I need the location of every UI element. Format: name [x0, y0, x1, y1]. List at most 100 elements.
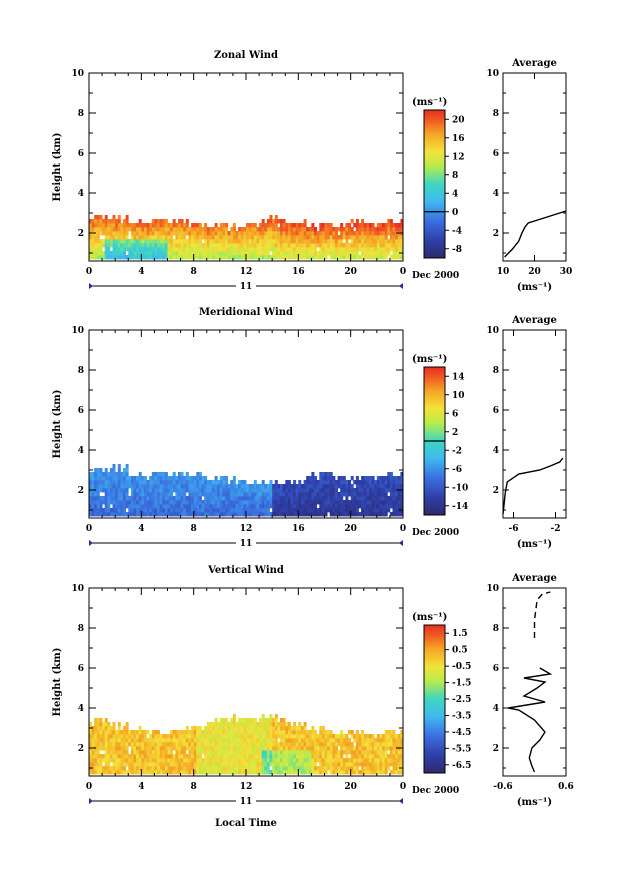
heatmap-cell [295, 488, 299, 493]
heatmap-cell [293, 512, 297, 517]
heatmap-cell [256, 508, 260, 513]
heatmap-cell [159, 476, 163, 481]
heatmap-cell [389, 488, 393, 493]
heatmap-cell [253, 766, 257, 771]
heatmap-cell [382, 488, 386, 493]
heatmap-cell [366, 766, 370, 771]
heatmap-cell [319, 243, 323, 248]
heatmap-cell [308, 227, 312, 232]
heatmap-cell [282, 754, 286, 759]
heatmap-cell [253, 770, 257, 775]
heatmap-cell [293, 766, 297, 771]
heatmap-cell [314, 508, 317, 513]
heatmap-cell [232, 762, 236, 767]
heatmap-cell [91, 496, 95, 501]
heatmap-cell [397, 762, 401, 767]
heatmap-cell [167, 500, 171, 505]
heatmap-cell [379, 746, 383, 751]
heatmap-cell [355, 738, 359, 743]
heatmap-cell [248, 754, 252, 759]
heatmap-cell [172, 219, 176, 224]
heatmap-cell [91, 770, 95, 775]
x-tick-label: 16 [292, 267, 305, 277]
heatmap-cell [133, 734, 137, 739]
heatmap-cell [345, 484, 349, 489]
heatmap-cell [290, 750, 294, 755]
heatmap-cell [151, 758, 155, 763]
heatmap-cell [180, 219, 184, 224]
heatmap-cell [196, 255, 200, 260]
heatmap-cell [209, 730, 213, 735]
heatmap-cell [212, 235, 215, 240]
heatmap-cell [277, 227, 281, 232]
heatmap-cell [295, 231, 299, 236]
heatmap-cell [290, 484, 294, 489]
heatmap-cell [374, 251, 378, 256]
heatmap-cell [149, 766, 153, 771]
heatmap-cell [277, 754, 281, 759]
heatmap-cell [259, 718, 263, 723]
heatmap-cell [183, 758, 187, 763]
heatmap-cell [240, 750, 244, 755]
heatmap-cell [340, 235, 344, 240]
heatmap-cell [374, 239, 378, 244]
heatmap-cell [293, 227, 297, 232]
heatmap-cell [329, 255, 333, 260]
heatmap-cell [387, 504, 391, 509]
heatmap-cell [319, 239, 323, 244]
heatmap-cell [133, 227, 137, 232]
heatmap-cell [112, 508, 116, 513]
heatmap-cell [225, 255, 229, 260]
heatmap-cell [353, 754, 357, 759]
heatmap-cell [191, 484, 195, 489]
heatmap-cell [120, 247, 124, 252]
heatmap-cell [96, 251, 100, 256]
heatmap-cell [178, 247, 181, 252]
heatmap-cell [395, 227, 399, 232]
heatmap-cell [102, 496, 106, 501]
heatmap-cell [329, 754, 333, 759]
heatmap-cell [89, 239, 92, 244]
heatmap-cell [251, 508, 255, 513]
heatmap-cell [104, 512, 108, 517]
heatmap-cell [162, 219, 166, 224]
heatmap-cell [345, 231, 349, 236]
heatmap-cell [293, 492, 297, 497]
heatmap-cell [104, 235, 108, 240]
heatmap-cell [112, 762, 116, 767]
heatmap-cell [206, 239, 210, 244]
heatmap-cell [311, 243, 315, 248]
heatmap-cell [125, 746, 129, 751]
heatmap-cell [209, 492, 213, 497]
heatmap-cell [389, 223, 393, 228]
heatmap-cell [340, 496, 344, 501]
heatmap-cell [214, 231, 218, 236]
heatmap-cell [112, 734, 116, 739]
heatmap-cell [277, 512, 281, 517]
heatmap-cell [209, 231, 213, 236]
heatmap-cell [120, 227, 124, 232]
heatmap-cell [94, 512, 98, 517]
heatmap-cell [350, 754, 354, 759]
heatmap-cell [130, 762, 134, 767]
heatmap-cell [162, 500, 166, 505]
heatmap-cell [295, 484, 299, 489]
heatmap-cell [361, 742, 365, 747]
heatmap-cell [204, 255, 208, 260]
heatmap-cell [115, 227, 119, 232]
heatmap-cell [253, 754, 257, 759]
heatmap-cell [363, 504, 367, 509]
heatmap-cell [363, 247, 367, 252]
heatmap-cell [217, 227, 221, 232]
heatmap-cell [136, 239, 140, 244]
heatmap-cell [392, 754, 396, 759]
heatmap-cell [91, 239, 95, 244]
heatmap-cell [99, 722, 103, 727]
heatmap-cell [128, 480, 132, 485]
heatmap-cell [130, 255, 134, 260]
heatmap-cell [99, 746, 103, 751]
heatmap-cell [162, 231, 166, 236]
heatmap-cell [395, 251, 399, 256]
heatmap-cell [238, 738, 242, 743]
heatmap-cell [246, 726, 249, 731]
